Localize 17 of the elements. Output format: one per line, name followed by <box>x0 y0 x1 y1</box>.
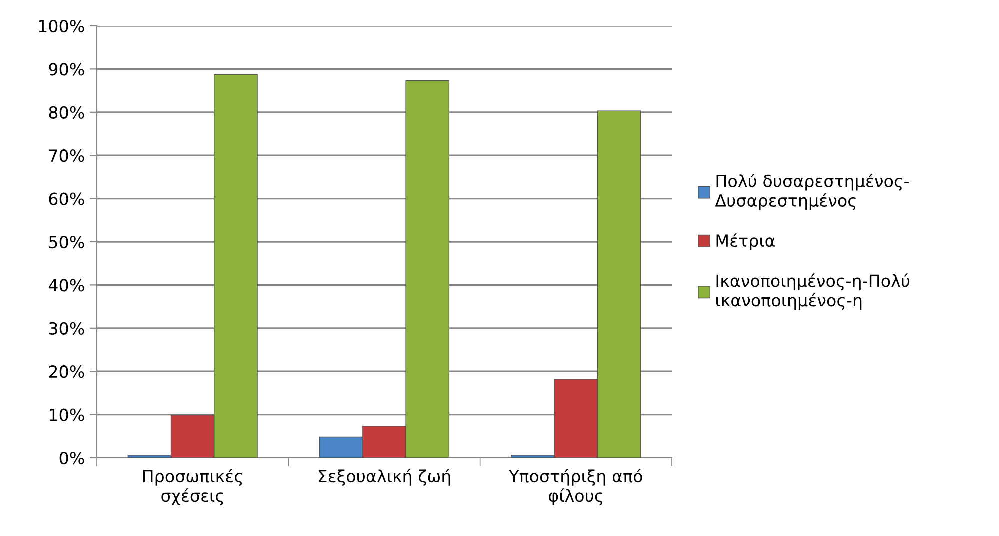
y-tick-label: 10% <box>50 408 84 422</box>
y-tick-label: 60% <box>49 192 84 206</box>
y-tick-label: 80% <box>49 106 84 119</box>
y-tick-label: 20% <box>49 366 84 378</box>
y-tick-label: 30% <box>49 322 84 335</box>
legend-label: Ικανοποιημένος-η-Πολύ ικανοποιημένος-η <box>716 274 910 310</box>
y-tick-label: 0% <box>60 452 84 465</box>
x-tick-label: Υποστήριξη από φίλους <box>509 469 642 506</box>
legend-label: Μέτρια <box>716 234 775 250</box>
y-tick-label: 70% <box>50 150 84 162</box>
y-tick-label: 40% <box>48 279 84 292</box>
y-tick-label: 90% <box>49 63 84 76</box>
y-tick-label: 100% <box>39 20 84 33</box>
y-tick-label: 50% <box>49 236 84 249</box>
legend-label: Πολύ δυσαρεστημένος- Δυσαρεστημένος <box>715 174 909 210</box>
x-tick-label: Προσωπικές σχέσεις <box>143 469 242 506</box>
x-tick-label: Σεξουαλική ζωή <box>318 469 450 486</box>
